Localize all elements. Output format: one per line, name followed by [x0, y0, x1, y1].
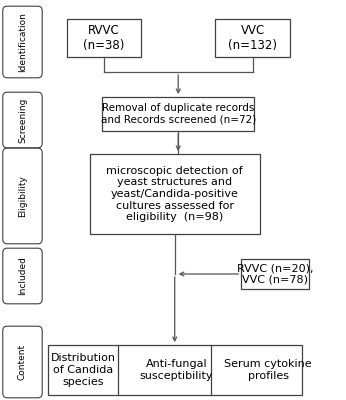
Text: Removal of duplicate records
and Records screened (n=72): Removal of duplicate records and Records…	[101, 103, 256, 125]
Bar	[102, 97, 254, 131]
FancyBboxPatch shape	[3, 92, 42, 148]
Text: Content: Content	[18, 344, 27, 380]
Bar	[66, 19, 141, 57]
Text: Serum cytokine
profiles: Serum cytokine profiles	[224, 359, 312, 381]
Bar	[48, 345, 302, 395]
Bar	[215, 19, 290, 57]
FancyBboxPatch shape	[3, 6, 42, 78]
FancyBboxPatch shape	[3, 326, 42, 398]
Text: RVVC
(n=38): RVVC (n=38)	[83, 24, 125, 52]
Text: RVVC (n=20),
VVC (n=78): RVVC (n=20), VVC (n=78)	[237, 263, 313, 285]
Text: VVC
(n=132): VVC (n=132)	[228, 24, 277, 52]
Text: Included: Included	[18, 256, 27, 296]
FancyBboxPatch shape	[3, 148, 42, 244]
Text: Screening: Screening	[18, 97, 27, 143]
FancyBboxPatch shape	[3, 248, 42, 304]
Text: Anti-fungal
susceptibility: Anti-fungal susceptibility	[140, 359, 213, 381]
Text: Identification: Identification	[18, 12, 27, 72]
Text: Distribution
of Candida
species: Distribution of Candida species	[51, 354, 116, 386]
Text: Eligibility: Eligibility	[18, 175, 27, 217]
Bar	[90, 154, 260, 234]
Bar	[242, 259, 309, 289]
Text: microscopic detection of
yeast structures and
yeast/Candida-positive
cultures as: microscopic detection of yeast structure…	[107, 166, 243, 222]
